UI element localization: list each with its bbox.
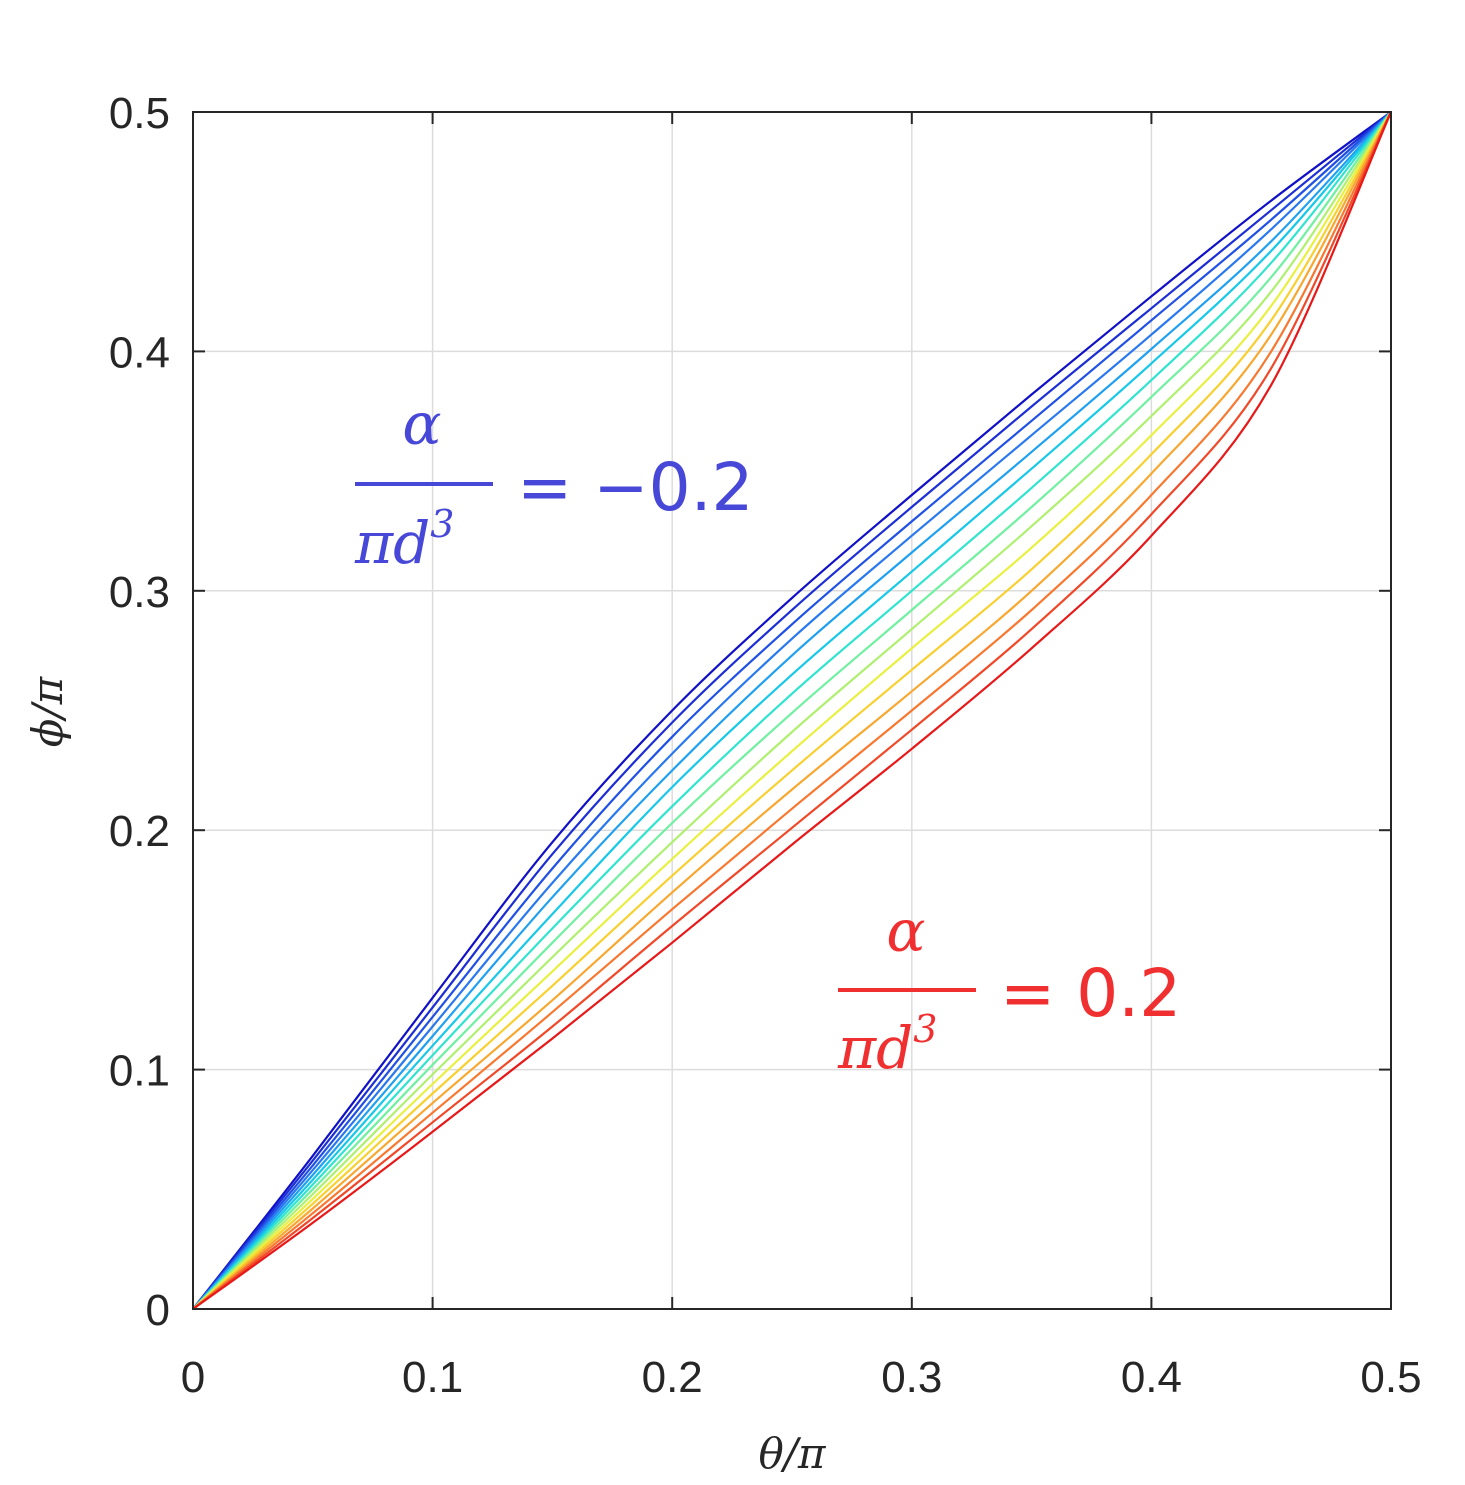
- series-line-8: [192, 111, 1392, 1310]
- y-tick-label: 0.3: [109, 568, 170, 617]
- annotation-negative: α πd3 = −0.2: [354, 390, 754, 577]
- x-tick-label: 0: [181, 1353, 205, 1402]
- series-line-6: [192, 111, 1392, 1310]
- annotation-positive: α πd3 = 0.2: [837, 897, 1181, 1082]
- ticks: 0 0.1 0.2 0.3 0.4 0.5 0 0.1 0.2 0.3 0.4 0.5: [109, 89, 1422, 1402]
- series-line-10: [192, 111, 1392, 1310]
- series-line-7: [192, 111, 1392, 1310]
- series-line-4: [192, 111, 1392, 1310]
- annotation-negative-denominator: πd3: [354, 502, 454, 577]
- x-tick-label: 0.2: [642, 1353, 703, 1402]
- annotation-positive-value: = 0.2: [1000, 955, 1181, 1032]
- annotation-negative-value: = −0.2: [517, 449, 754, 526]
- x-axis-label: θ/π: [758, 1429, 826, 1478]
- series-line-2: [192, 111, 1392, 1310]
- y-tick-label: 0.4: [109, 328, 170, 377]
- annotation-positive-denominator: πd3: [837, 1007, 937, 1082]
- annotation-positive-exponent: 3: [913, 1007, 937, 1051]
- x-tick-label: 0.3: [881, 1353, 942, 1402]
- y-axis-label: ϕ/π: [23, 675, 72, 747]
- series-line-1: [192, 111, 1392, 1310]
- series-line-12: [192, 111, 1392, 1310]
- annotation-positive-denominator-base: πd: [837, 1014, 913, 1082]
- series-line-11: [192, 111, 1392, 1310]
- plot-frame: [192, 111, 1392, 1310]
- y-tick-label: 0.1: [109, 1047, 170, 1096]
- x-tick-label: 0.1: [402, 1353, 463, 1402]
- series-line-3: [192, 111, 1392, 1310]
- series-line-15: [192, 111, 1393, 1310]
- x-tick-label: 0.4: [1121, 1353, 1182, 1402]
- series-line-9: [192, 111, 1392, 1310]
- y-tick-label: 0.2: [109, 807, 170, 856]
- series-line-5: [192, 111, 1392, 1310]
- y-tick-label: 0: [146, 1286, 170, 1335]
- annotation-negative-numerator: α: [402, 390, 441, 458]
- series-line-14: [192, 111, 1392, 1310]
- x-tick-label: 0.5: [1360, 1353, 1421, 1402]
- annotation-negative-exponent: 3: [430, 502, 454, 546]
- annotation-negative-denominator-base: πd: [354, 509, 430, 577]
- series-line-13: [192, 111, 1392, 1310]
- annotation-positive-numerator: α: [886, 897, 925, 965]
- y-tick-label: 0.5: [109, 89, 170, 138]
- series-group: [192, 111, 1393, 1310]
